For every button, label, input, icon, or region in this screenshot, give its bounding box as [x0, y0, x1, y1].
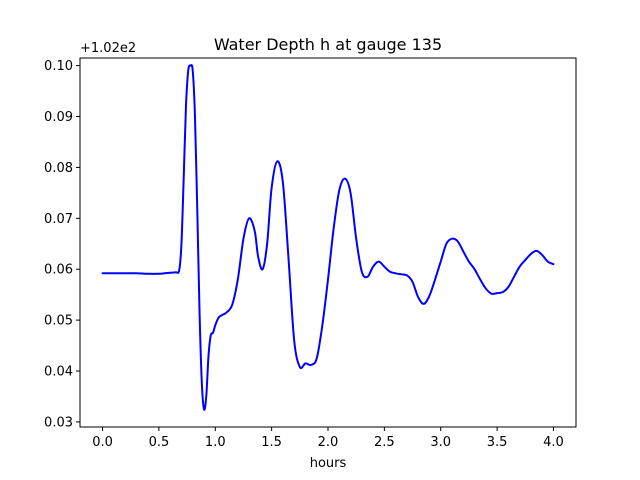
axes-frame [79, 57, 577, 428]
x-tick-label: 1.0 [205, 435, 226, 450]
y-tick-label: 0.09 [44, 110, 73, 125]
y-tick-label: 0.06 [44, 263, 73, 278]
x-tick-label: 1.5 [261, 435, 282, 450]
x-tick-label: 3.0 [430, 435, 451, 450]
x-tick-label: 3.5 [487, 435, 508, 450]
y-tick-label: 0.04 [44, 365, 73, 380]
chart-title: Water Depth h at gauge 135 [214, 35, 442, 54]
y-tick-label: 0.03 [44, 415, 73, 430]
y-tick-label: 0.08 [44, 161, 73, 176]
x-tick-label: 0.0 [92, 435, 113, 450]
y-axis: 0.03 0.04 0.05 0.06 0.07 0.08 0.09 0.10 [44, 59, 80, 430]
y-offset-label: +1.02e2 [80, 41, 136, 56]
x-tick-label: 0.5 [149, 435, 170, 450]
x-axis-label: hours [310, 456, 347, 471]
series-line [101, 63, 555, 411]
y-tick-label: 0.07 [44, 212, 73, 227]
x-tick-label: 2.0 [318, 435, 339, 450]
plot-area: 0.0 0.5 1.0 1.5 2.0 2.5 3.0 3.5 4.0 0.03 0.04 0.05… [44, 57, 577, 450]
x-tick-label: 4.0 [543, 435, 564, 450]
x-axis: 0.0 0.5 1.0 1.5 2.0 2.5 3.0 3.5 4.0 [92, 427, 564, 450]
y-tick-label: 0.10 [44, 59, 73, 74]
x-tick-label: 2.5 [374, 435, 395, 450]
y-tick-label: 0.05 [44, 314, 73, 329]
